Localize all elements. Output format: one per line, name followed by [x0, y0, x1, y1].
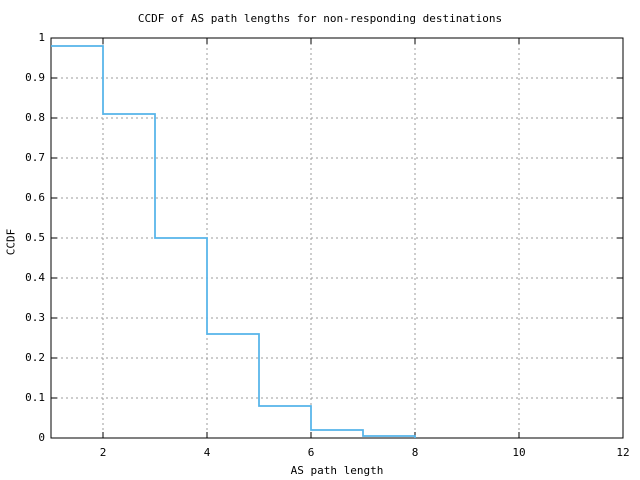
axis-tick-marks	[51, 37, 624, 439]
ccdf-step-path	[51, 45, 416, 438]
y-tick-label: 0.8	[25, 111, 45, 124]
y-tick-label: 0.3	[25, 311, 45, 324]
x-tick-label: 4	[203, 446, 211, 459]
y-tick-label: 0.2	[25, 351, 45, 364]
x-tick-label: 8	[411, 446, 419, 459]
y-tick-label: 0.9	[25, 71, 45, 84]
ccdf-step-line	[51, 45, 416, 438]
y-tick-label: 0	[38, 431, 45, 444]
y-tick-label: 0.5	[25, 231, 45, 244]
x-tick-label: 6	[307, 446, 315, 459]
y-tick-label: 0.6	[25, 191, 45, 204]
y-tick-label: 0.1	[25, 391, 45, 404]
x-tick-label: 2	[99, 446, 107, 459]
y-tick-label: 0.4	[25, 271, 45, 284]
x-tick-label: 12	[616, 446, 630, 459]
y-tick-label: 1	[38, 31, 45, 44]
x-axis-title: AS path length	[290, 464, 384, 477]
y-tick-label: 0.7	[25, 151, 45, 164]
x-tick-label: 10	[512, 446, 526, 459]
grid-lines	[51, 38, 623, 438]
chart-title: CCDF of AS path lengths for non-respondi…	[137, 12, 503, 25]
